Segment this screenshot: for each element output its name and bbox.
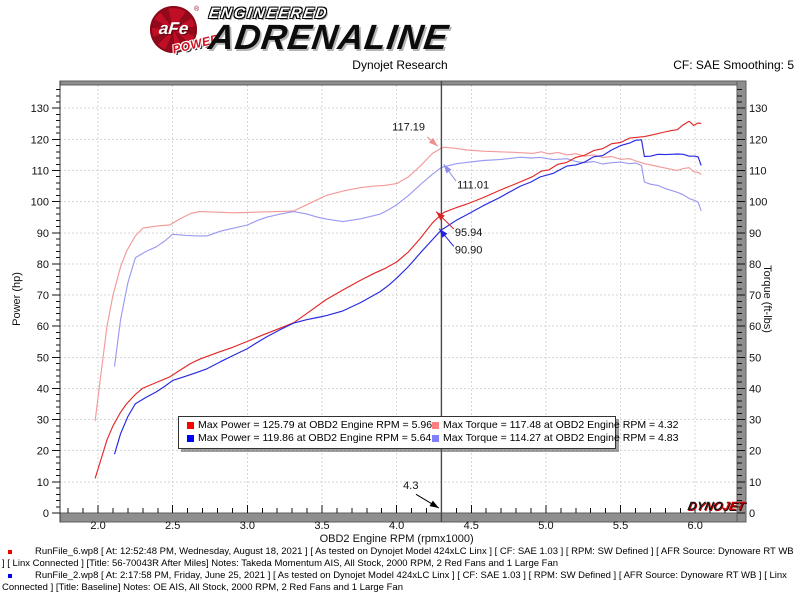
- registered-mark: ®: [194, 5, 200, 13]
- run-info-row: RunFile_2.wp8 [ At: 2:17:58 PM, Friday, …: [0, 570, 800, 594]
- annotation-value-label: 90.90: [455, 244, 483, 256]
- y-tick-label-right: 120: [749, 134, 767, 146]
- y-axis-title-right: Torque (ft-lbs): [761, 265, 773, 333]
- x-tick-label: 6.0: [688, 520, 703, 532]
- dynojet-logo-jet: JET: [721, 499, 747, 513]
- y-tick-label-right: 40: [749, 383, 761, 395]
- y-tick-label-left: 30: [37, 415, 49, 427]
- y-tick-label-left: 80: [37, 259, 49, 271]
- y-tick-label-right: 10: [749, 477, 761, 489]
- y-axis-title-left: Power (hp): [11, 272, 23, 326]
- y-tick-label-right: 90: [749, 228, 761, 240]
- y-tick-label-left: 90: [37, 228, 49, 240]
- x-tick-label: 4.0: [389, 520, 404, 532]
- curve-torque-after: [94, 146, 702, 422]
- x-tick-label: 2.5: [165, 520, 180, 532]
- run1-info-text: RunFile_6.wp8 [ At: 12:52:48 PM, Wednesd…: [2, 546, 794, 569]
- annotation-117.19-arrowhead: [428, 137, 438, 147]
- y-tick-label-right: 100: [749, 197, 767, 209]
- y-tick-label-right: 30: [749, 415, 761, 427]
- legend-item-torque-after: Max Torque = 117.48 at OBD2 Engine RPM =…: [432, 419, 678, 432]
- annotation-value-label: 95.94: [455, 227, 483, 239]
- x-tick-label: 3.0: [240, 520, 255, 532]
- dyno-chart: 2.0 2.5 3.0 3.5 4.0 4.5 5.0 5.5 6.0 0 0 10 10 20 20 30 3…: [11, 80, 773, 545]
- y-tick-label-left: 50: [37, 352, 49, 364]
- x-tick-label: 2.0: [90, 520, 105, 532]
- y-tick-label-right: 60: [749, 321, 761, 333]
- run2-color-bullet: [8, 574, 12, 578]
- y-tick-label-right: 110: [749, 166, 767, 178]
- y-tick-label-left: 60: [37, 321, 49, 333]
- engineered-adrenaline-wordmark: ENGINEERED ADRENALINE: [206, 5, 452, 57]
- y-tick-label-left: 20: [37, 446, 49, 458]
- y-tick-label-left: 0: [43, 508, 49, 520]
- run2-info-text: RunFile_2.wp8 [ At: 2:17:58 PM, Friday, …: [2, 570, 787, 593]
- y-tick-label-right: 130: [749, 103, 767, 115]
- x-tick-label: 4.5: [464, 520, 479, 532]
- afe-logo-circle: aFe ® POWER: [150, 5, 221, 56]
- legend-item-torque-baseline: Max Torque = 114.27 at OBD2 Engine RPM =…: [432, 432, 678, 445]
- y-tick-label-right: 70: [749, 290, 761, 302]
- curve-torque-baseline: [113, 156, 702, 367]
- run1-color-bullet: [8, 550, 12, 554]
- y-tick-label-right: 80: [749, 259, 761, 271]
- afe-logo-text: aFe: [157, 19, 190, 38]
- legend-label: Max Torque = 114.27 at OBD2 Engine RPM =…: [443, 432, 679, 444]
- annotation-90.90-arrowhead: [439, 228, 448, 238]
- dynojet-logo-dyno: DYNO: [686, 499, 725, 513]
- cursor-rpm-label: 4.3: [403, 480, 418, 492]
- annotation-value-label: 117.19: [392, 122, 425, 134]
- y-tick-label-left: 120: [31, 134, 49, 146]
- adrenaline-text: ADRENALINE: [206, 17, 452, 57]
- annotation-95.94-arrowhead: [436, 211, 445, 221]
- y-tick-label-left: 40: [37, 383, 49, 395]
- y-tick-label-right: 20: [749, 446, 761, 458]
- afe-power-logo: aFe ® POWER ENGINEERED ADRENALINE: [150, 3, 452, 57]
- legend-item-power-baseline: Max Power = 119.86 at OBD2 Engine RPM = …: [187, 432, 432, 445]
- dynojet-logo: DYNOJET: [687, 499, 747, 513]
- legend-swatch-blue: [187, 435, 194, 442]
- annotation-value-label: 111.01: [457, 180, 489, 192]
- annotation-111.01-arrowhead: [443, 164, 452, 174]
- legend-label: Max Torque = 117.48 at OBD2 Engine RPM =…: [443, 419, 679, 431]
- x-tick-label: 5.0: [538, 520, 553, 532]
- run-info-footer: RunFile_6.wp8 [ At: 12:52:48 PM, Wednesd…: [0, 546, 800, 594]
- x-axis-title: OBD2 Engine RPM (rpmx1000): [320, 533, 474, 545]
- legend-item-power-after: Max Power = 125.79 at OBD2 Engine RPM = …: [187, 419, 432, 432]
- plot-top-band: [59, 80, 747, 86]
- y-tick-label-left: 70: [37, 290, 49, 302]
- run-info-row: RunFile_6.wp8 [ At: 12:52:48 PM, Wednesd…: [0, 546, 800, 570]
- legend-label: Max Power = 119.86 at OBD2 Engine RPM = …: [198, 432, 432, 444]
- legend-swatch-red: [187, 422, 194, 429]
- legend-label: Max Power = 125.79 at OBD2 Engine RPM = …: [198, 419, 433, 431]
- y-tick-label-left: 10: [37, 477, 49, 489]
- y-tick-label-right: 50: [749, 352, 761, 364]
- report-subtitle: Dynojet Research: [352, 58, 448, 72]
- y-tick-label-right: 0: [749, 508, 755, 520]
- legend-swatch-salmon: [432, 422, 440, 429]
- y-tick-label-left: 110: [31, 166, 49, 178]
- y-tick-label-left: 130: [31, 103, 49, 115]
- y-tick-label-left: 100: [31, 197, 49, 209]
- x-tick-label: 5.5: [613, 520, 628, 532]
- cursor-callout-arrowhead: [429, 500, 439, 509]
- x-tick-label: 3.5: [314, 520, 329, 532]
- curve-power-baseline: [113, 139, 702, 455]
- smoothing-setting-label: CF: SAE Smoothing: 5: [673, 58, 794, 72]
- chart-legend[interactable]: Max Power = 125.79 at OBD2 Engine RPM = …: [178, 416, 678, 449]
- legend-swatch-lightblue: [432, 435, 440, 442]
